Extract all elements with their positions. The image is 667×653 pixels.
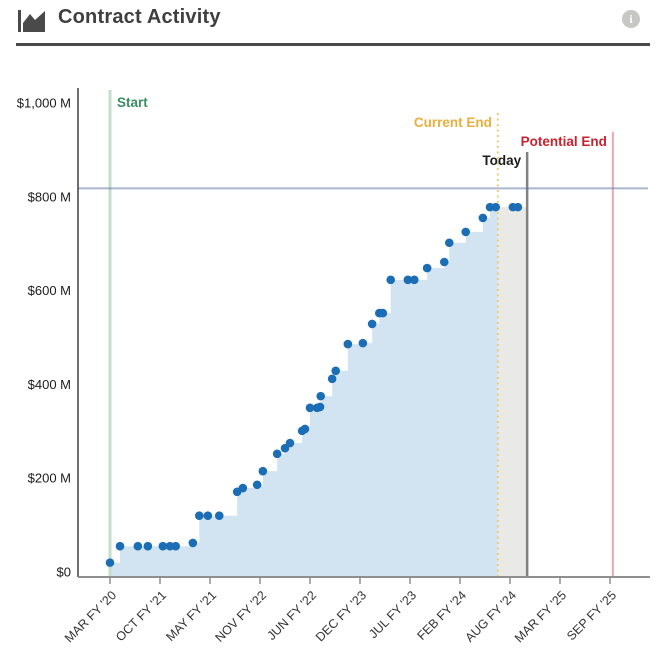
data-point[interactable] xyxy=(258,466,268,476)
data-point[interactable] xyxy=(238,483,248,493)
potential-end-label: Potential End xyxy=(521,134,607,149)
info-circle-icon[interactable]: i xyxy=(622,10,640,28)
data-point[interactable] xyxy=(331,366,341,376)
data-point[interactable] xyxy=(409,275,419,285)
data-point[interactable] xyxy=(305,403,315,413)
data-point[interactable] xyxy=(444,238,454,248)
data-point[interactable] xyxy=(513,202,523,212)
x-tick-label: FEB FY '24 xyxy=(414,588,469,643)
data-point[interactable] xyxy=(403,275,413,285)
x-tick-label: NOV FY '22 xyxy=(212,588,269,645)
data-point[interactable] xyxy=(422,263,432,273)
data-point[interactable] xyxy=(491,202,501,212)
data-point[interactable] xyxy=(171,541,181,551)
y-tick-label: $400 M xyxy=(28,377,71,392)
data-point[interactable] xyxy=(158,541,168,551)
today-gap-region xyxy=(497,207,528,578)
cumulative-area xyxy=(110,207,498,578)
header-divider xyxy=(16,43,650,46)
data-point[interactable] xyxy=(285,438,295,448)
y-tick-label: $800 M xyxy=(28,189,71,204)
data-point[interactable] xyxy=(478,213,488,223)
x-tick-label: JUN FY '22 xyxy=(264,588,319,643)
data-point[interactable] xyxy=(115,541,125,551)
data-point[interactable] xyxy=(133,541,143,551)
x-tick-label: MAR FY '25 xyxy=(512,588,569,645)
data-point[interactable] xyxy=(300,424,310,434)
area-chart-icon xyxy=(18,10,45,32)
x-tick-label: MAR FY '20 xyxy=(62,588,119,645)
data-point[interactable] xyxy=(105,558,115,567)
data-point[interactable] xyxy=(327,374,337,384)
x-tick-label: OCT FY '21 xyxy=(113,588,169,644)
data-point[interactable] xyxy=(343,339,353,349)
data-point[interactable] xyxy=(194,511,204,521)
y-tick-label: $1,000 M xyxy=(17,96,71,111)
data-point[interactable] xyxy=(358,338,368,348)
current-end-label: Current End xyxy=(414,115,492,130)
data-point[interactable] xyxy=(188,538,198,548)
panel-title: Contract Activity xyxy=(58,6,221,28)
data-point[interactable] xyxy=(143,541,153,551)
x-tick-label: AUG FY '24 xyxy=(462,588,519,645)
data-point[interactable] xyxy=(203,511,213,521)
today-label: Today xyxy=(482,153,521,168)
data-point[interactable] xyxy=(439,257,449,267)
y-tick-label: $600 M xyxy=(28,283,71,298)
data-point[interactable] xyxy=(214,511,224,521)
data-point[interactable] xyxy=(378,308,388,318)
x-tick-label: MAY FY '21 xyxy=(163,588,219,644)
data-point[interactable] xyxy=(316,391,326,401)
start-label: Start xyxy=(117,95,148,110)
x-tick-label: DEC FY '23 xyxy=(313,588,369,644)
data-point[interactable] xyxy=(252,480,262,490)
data-point[interactable] xyxy=(386,275,396,285)
panel-header: Contract Activity i xyxy=(0,0,667,46)
data-point[interactable] xyxy=(315,402,325,412)
data-point[interactable] xyxy=(461,227,471,237)
x-tick-label: JUL FY '23 xyxy=(366,588,419,641)
data-point[interactable] xyxy=(367,319,377,329)
y-tick-label: $200 M xyxy=(28,471,71,486)
data-point[interactable] xyxy=(272,449,282,459)
x-tick-label: SEP FY '25 xyxy=(564,588,619,643)
y-tick-label: $0 xyxy=(57,565,71,580)
